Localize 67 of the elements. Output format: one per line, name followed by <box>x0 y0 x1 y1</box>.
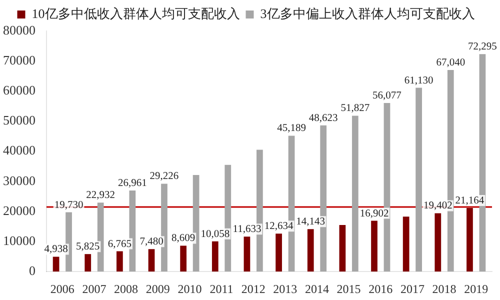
bar <box>84 254 92 272</box>
y-tick-label: 50000 <box>3 112 36 128</box>
bar <box>116 251 123 272</box>
x-tick-label: 2015 <box>336 282 361 296</box>
x-tick-label: 2010 <box>178 282 202 296</box>
data-label: 11,633 <box>232 224 262 236</box>
data-label: 67,040 <box>436 57 466 68</box>
x-tick-label: 2009 <box>146 282 170 296</box>
data-label: 29,226 <box>150 171 179 182</box>
data-label: 19,730 <box>54 200 84 211</box>
x-tick-label: 2016 <box>368 282 393 296</box>
data-label: 12,634 <box>264 221 294 232</box>
data-label: 22,932 <box>86 190 116 202</box>
bar <box>371 220 378 272</box>
data-label: 26,961 <box>118 178 147 190</box>
data-label: 56,077 <box>372 90 402 102</box>
data-label: 16,902 <box>360 208 389 220</box>
bar <box>466 208 473 272</box>
x-tick-label: 2011 <box>210 282 234 296</box>
x-tick-label: 2007 <box>82 282 106 296</box>
data-label: 21,164 <box>455 195 485 206</box>
bar <box>180 246 187 272</box>
data-label: 8,609 <box>172 233 196 244</box>
x-tick-label: 2012 <box>241 282 266 296</box>
bar <box>352 116 358 272</box>
x-tick-label: 2014 <box>304 282 329 296</box>
data-label: 72,295 <box>468 42 497 53</box>
bar <box>307 229 314 272</box>
bar <box>212 241 218 272</box>
x-tick-label: 2006 <box>50 282 74 296</box>
x-tick-label: 2018 <box>432 282 456 296</box>
bar <box>161 184 168 272</box>
data-label: 51,827 <box>340 103 370 114</box>
y-tick-label: 60000 <box>3 82 36 98</box>
bar <box>276 234 282 272</box>
bar <box>244 236 250 272</box>
bar <box>148 249 155 272</box>
y-tick-label: 80000 <box>3 22 36 38</box>
data-label: 10,058 <box>200 228 230 240</box>
bar <box>129 190 136 272</box>
legend-label: 10亿多中低收入群体人均可支配收入 <box>32 6 240 21</box>
data-label: 61,130 <box>404 75 434 86</box>
bar <box>66 212 72 272</box>
data-label: 45,189 <box>277 123 306 134</box>
x-tick-label: 2008 <box>114 282 138 296</box>
bar <box>434 213 442 272</box>
data-label: 14,143 <box>296 216 326 228</box>
y-tick-label: 10000 <box>3 232 36 248</box>
x-tick-label: 2013 <box>273 282 298 296</box>
bar <box>52 256 60 272</box>
y-tick-label: 70000 <box>3 52 36 68</box>
x-tick-label: 2017 <box>400 282 424 296</box>
data-label: 6,765 <box>108 238 132 250</box>
data-label: 48,623 <box>308 112 338 124</box>
bar <box>402 216 410 272</box>
y-tick-label: 40000 <box>3 142 36 158</box>
bar <box>416 88 422 272</box>
data-label: 19,402 <box>423 200 452 212</box>
data-label: 7,480 <box>140 236 164 248</box>
y-tick-label: 20000 <box>3 202 36 218</box>
y-tick-label: 0 <box>29 263 36 278</box>
x-tick-label: 2019 <box>464 282 488 296</box>
legend-label: 3亿多中偏上收入群体人均可支配收入 <box>260 6 475 21</box>
data-label: 4,938 <box>44 244 68 256</box>
y-tick-label: 30000 <box>3 172 36 188</box>
data-label: 5,825 <box>76 242 100 253</box>
bar <box>339 224 346 272</box>
